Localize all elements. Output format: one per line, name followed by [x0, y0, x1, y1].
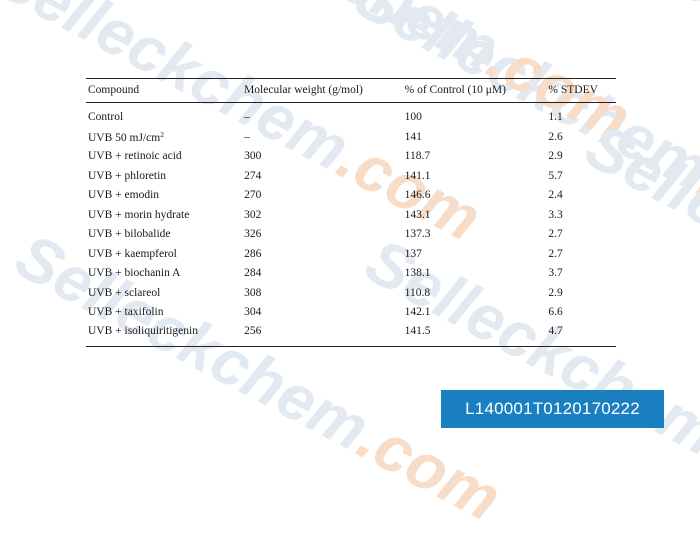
compound-cell: UVB 50 mJ/cm2 [88, 129, 164, 144]
molecular-weight-cell: 304 [244, 305, 262, 318]
stdev-cell: 2.9 [548, 286, 563, 299]
stdev-cell: 3.3 [548, 208, 563, 221]
table-row: UVB + biochanin A 284 138.1 3.7 [86, 263, 616, 282]
table-row: UVB + sclareol 308 110.8 2.9 [86, 283, 616, 302]
compound-table: Compound Molecular weight (g/mol) % of C… [86, 78, 616, 347]
percent-control-cell: 143.1 [404, 208, 431, 221]
molecular-weight-cell: – [244, 130, 250, 143]
molecular-weight-cell: 286 [244, 247, 262, 260]
compound-cell: UVB + bilobalide [88, 228, 171, 241]
stdev-cell: 5.7 [548, 169, 563, 182]
stdev-cell: 3.7 [548, 267, 563, 280]
compound-cell: Control [88, 111, 124, 124]
table-header-row: Compound Molecular weight (g/mol) % of C… [86, 78, 616, 103]
percent-control-cell: 146.6 [404, 189, 431, 202]
header-compound: Compound [86, 78, 243, 103]
unit-superscript: 2 [160, 129, 164, 139]
molecular-weight-cell: 326 [244, 228, 262, 241]
stdev-cell: 4.7 [546, 321, 616, 347]
percent-control-cell: 141.5 [402, 321, 547, 347]
compound-cell: UVB + isoliquiritigenin [86, 321, 243, 347]
percent-control-cell: 142.1 [404, 305, 431, 318]
molecular-weight-cell: 256 [242, 321, 403, 347]
table-row: UVB 50 mJ/cm2 – 141 2.6 [86, 127, 616, 146]
molecular-weight-cell: 270 [244, 189, 262, 202]
molecular-weight-cell: 274 [244, 169, 262, 182]
stdev-cell: 2.4 [548, 189, 563, 202]
percent-control-cell: 137 [404, 247, 422, 260]
compound-cell: UVB + taxifolin [88, 305, 164, 318]
table-row: UVB + phloretin 274 141.1 5.7 [86, 166, 616, 185]
molecular-weight-cell: – [244, 111, 250, 124]
compound-cell: UVB + phloretin [88, 169, 167, 182]
percent-control-cell: 138.1 [404, 267, 431, 280]
compound-cell: UVB + kaempferol [88, 247, 177, 260]
molecular-weight-cell: 300 [244, 150, 262, 163]
percent-control-cell: 141 [404, 130, 422, 143]
stdev-cell: 2.6 [548, 130, 563, 143]
compound-cell: UVB + emodin [88, 189, 160, 202]
molecular-weight-cell: 302 [244, 208, 262, 221]
percent-control-cell: 118.7 [404, 150, 431, 163]
compound-cell: UVB + sclareol [88, 286, 161, 299]
table-body: Control – 100 1.1 UVB 50 mJ/cm2 – 141 2.6 UVB + … [86, 103, 616, 347]
stdev-cell: 2.7 [548, 247, 563, 260]
compound-cell: UVB + retinoic acid [88, 150, 182, 163]
table-row: UVB + morin hydrate 302 143.1 3.3 [86, 205, 616, 224]
stdev-cell: 6.6 [548, 305, 563, 318]
molecular-weight-cell: 284 [244, 267, 262, 280]
table-row: UVB + isoliquiritigenin 256 141.5 4.7 [86, 321, 616, 347]
table-row: UVB + bilobalide 326 137.3 2.7 [86, 224, 616, 243]
percent-control-cell: 100 [404, 111, 422, 124]
header-percent-control: % of Control (10 μM) [402, 78, 547, 103]
compound-cell: UVB + morin hydrate [88, 208, 190, 221]
header-stdev: % STDEV [546, 78, 616, 103]
table-row: Control – 100 1.1 [86, 103, 616, 127]
table-row: UVB + kaempferol 286 137 2.7 [86, 244, 616, 263]
compound-cell: UVB + biochanin A [88, 267, 181, 280]
percent-control-cell: 141.1 [404, 169, 431, 182]
percent-control-cell: 137.3 [404, 228, 431, 241]
table-row: UVB + retinoic acid 300 118.7 2.9 [86, 146, 616, 165]
percent-control-cell: 110.8 [404, 286, 431, 299]
table-row: UVB + emodin 270 146.6 2.4 [86, 185, 616, 204]
molecular-weight-cell: 308 [244, 286, 262, 299]
stdev-cell: 1.1 [548, 111, 563, 124]
stdev-cell: 2.9 [548, 150, 563, 163]
header-molecular-weight: Molecular weight (g/mol) [242, 78, 403, 103]
table-row: UVB + taxifolin 304 142.1 6.6 [86, 302, 616, 321]
stdev-cell: 2.7 [548, 228, 563, 241]
lot-number-badge: L140001T0120170222 [441, 390, 664, 428]
